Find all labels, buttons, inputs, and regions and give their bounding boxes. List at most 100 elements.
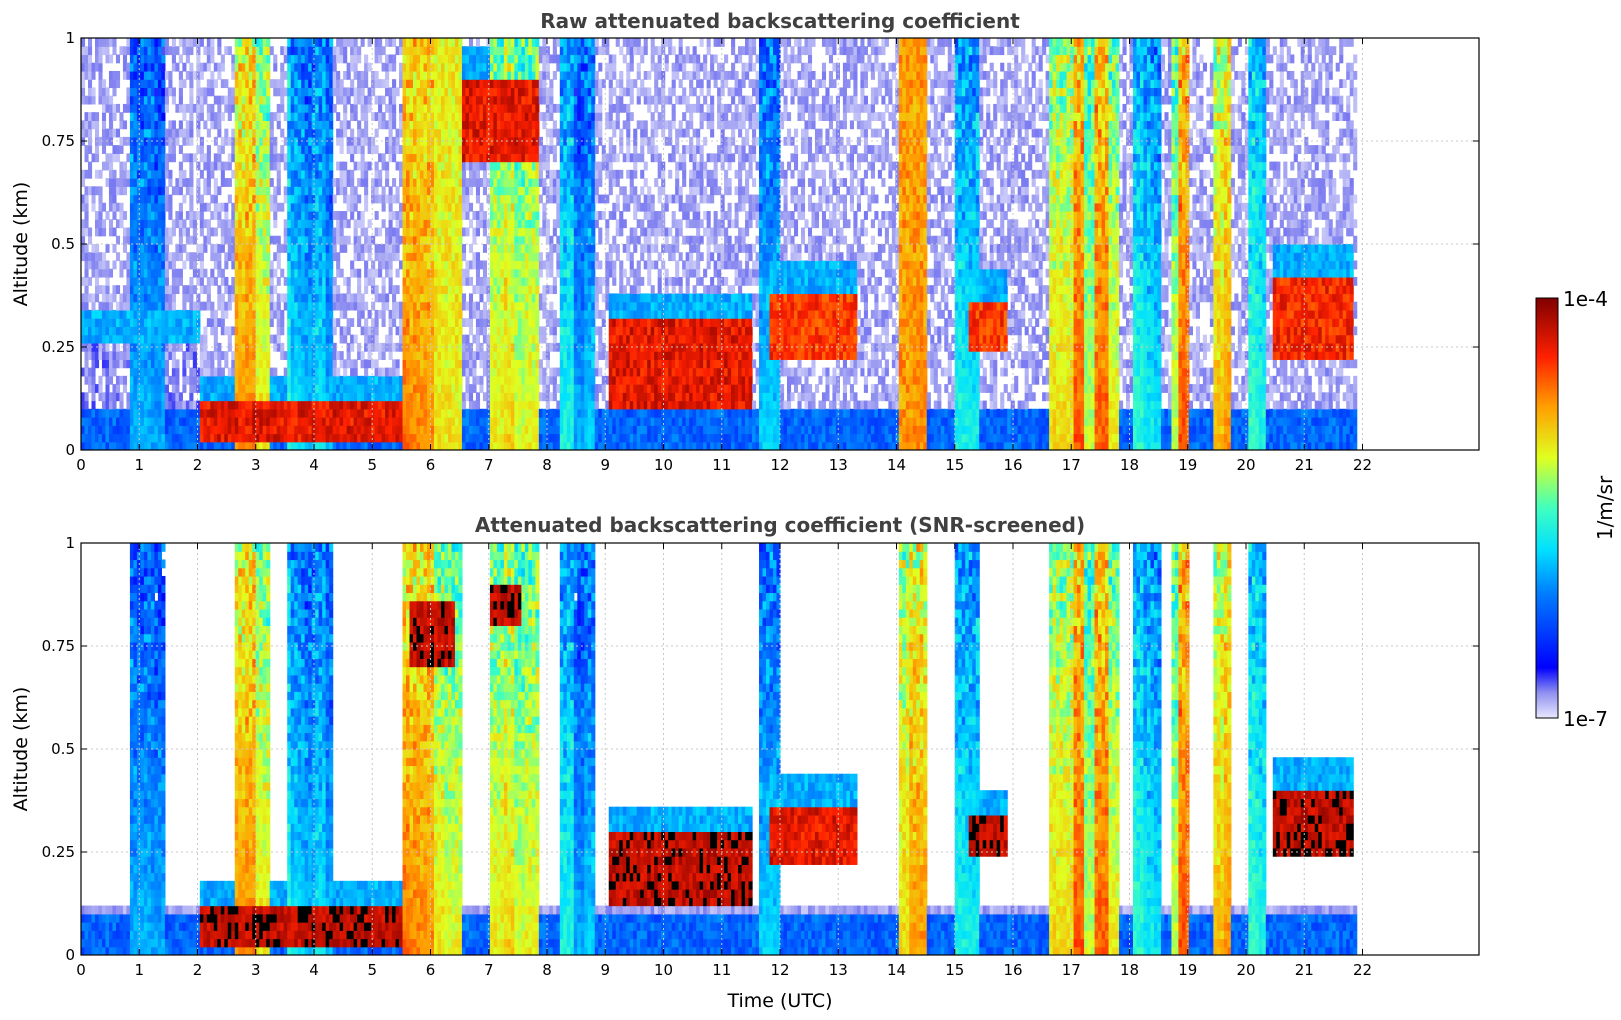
- heatmap-cell: [136, 46, 142, 56]
- heatmap-cell: [454, 384, 460, 393]
- heatmap-cell: [350, 128, 355, 138]
- heatmap-cell: [81, 367, 86, 377]
- heatmap-cell: [164, 161, 169, 171]
- heatmap-cell: [105, 309, 110, 319]
- heatmap-cell: [479, 326, 484, 336]
- heatmap-cell: [210, 244, 215, 253]
- heatmap-cell: [115, 359, 121, 369]
- heatmap-cell: [423, 425, 428, 435]
- heatmap-cell: [269, 334, 274, 344]
- heatmap-cell: [336, 112, 341, 121]
- heatmap-cell: [304, 252, 309, 262]
- heatmap-cell: [475, 120, 481, 130]
- heatmap-cell: [430, 54, 435, 64]
- heatmap-cell: [126, 359, 131, 369]
- heatmap-cell: [294, 120, 299, 130]
- heatmap-cell: [143, 194, 148, 204]
- heatmap-cell: [262, 161, 267, 171]
- heatmap-cell: [392, 367, 397, 377]
- heatmap-cell: [119, 46, 124, 56]
- heatmap-cell: [266, 219, 271, 229]
- heatmap-cell: [287, 367, 292, 377]
- heatmap-cell: [496, 268, 501, 278]
- heatmap-cell: [217, 145, 222, 154]
- heatmap-cell: [273, 417, 278, 426]
- heatmap-cell: [374, 46, 379, 56]
- heatmap-cell: [413, 326, 418, 336]
- heatmap-cell: [266, 38, 271, 47]
- heatmap-cell: [304, 367, 309, 377]
- heatmap-cell: [164, 326, 169, 336]
- heatmap-cell: [171, 433, 176, 443]
- heatmap-cell: [322, 285, 327, 295]
- heatmap-cell: [427, 392, 432, 402]
- heatmap-cell: [164, 400, 169, 410]
- heatmap-cell: [427, 318, 432, 327]
- heatmap-cell: [161, 285, 166, 295]
- heatmap-cell: [454, 95, 460, 105]
- heatmap-cell: [133, 62, 138, 72]
- heatmap-cell: [108, 178, 114, 187]
- heatmap-cell: [171, 301, 176, 311]
- heatmap-cell: [399, 235, 404, 245]
- heatmap-cell: [461, 301, 467, 311]
- heatmap-cell: [311, 417, 316, 426]
- heatmap-cell: [227, 400, 232, 410]
- heatmap-cell: [238, 301, 243, 311]
- heatmap-cell: [409, 285, 414, 295]
- heatmap-cell: [133, 79, 138, 89]
- heatmap-cell: [308, 54, 313, 64]
- heatmap-cell: [367, 276, 372, 286]
- heatmap-cell: [336, 375, 341, 385]
- heatmap-cell: [164, 425, 169, 435]
- heatmap-cell: [479, 425, 484, 435]
- heatmap-cell: [392, 227, 397, 237]
- heatmap-cell: [101, 145, 107, 154]
- heatmap-cell: [196, 70, 201, 80]
- heatmap-cell: [458, 309, 463, 319]
- heatmap-cell: [493, 46, 498, 56]
- heatmap-cell: [433, 268, 439, 278]
- heatmap-cell: [388, 375, 393, 385]
- heatmap-cell: [101, 400, 107, 410]
- heatmap-cell: [486, 235, 491, 245]
- heatmap-cell: [427, 293, 432, 303]
- heatmap-cell: [199, 375, 204, 385]
- heatmap-cell: [189, 441, 194, 450]
- heatmap-cell: [224, 260, 229, 270]
- heatmap-cell: [343, 441, 348, 450]
- heatmap-cell: [154, 318, 159, 327]
- heatmap-cell: [157, 194, 162, 204]
- heatmap-cell: [427, 136, 432, 146]
- heatmap-cell: [315, 54, 320, 64]
- heatmap-cell: [129, 392, 135, 402]
- heatmap-cell: [392, 309, 397, 319]
- heatmap-cell: [140, 244, 145, 253]
- heatmap-cell: [423, 293, 428, 303]
- heatmap-cell: [294, 301, 299, 311]
- heatmap-cell: [252, 128, 257, 138]
- heatmap-cell: [206, 161, 211, 171]
- heatmap-cell: [489, 384, 494, 393]
- heatmap-cell: [371, 178, 376, 187]
- heatmap-cell: [430, 425, 435, 435]
- heatmap-cell: [283, 244, 288, 253]
- heatmap-cell: [297, 301, 302, 311]
- heatmap-cell: [360, 112, 365, 121]
- heatmap-cell: [475, 194, 481, 204]
- heatmap-cell: [297, 153, 302, 163]
- heatmap-cell: [98, 62, 103, 72]
- heatmap-cell: [427, 161, 432, 171]
- heatmap-cell: [458, 87, 463, 97]
- heatmap-cell: [454, 252, 460, 262]
- heatmap-cell: [206, 392, 211, 402]
- heatmap-cell: [489, 211, 494, 220]
- heatmap-cell: [378, 351, 383, 360]
- heatmap-cell: [287, 408, 292, 418]
- heatmap-cell: [133, 153, 138, 163]
- heatmap-cell: [231, 392, 236, 402]
- heatmap-cell: [454, 87, 460, 97]
- heatmap-cell: [213, 186, 218, 196]
- heatmap-cell: [126, 268, 131, 278]
- heatmap-cell: [269, 276, 274, 286]
